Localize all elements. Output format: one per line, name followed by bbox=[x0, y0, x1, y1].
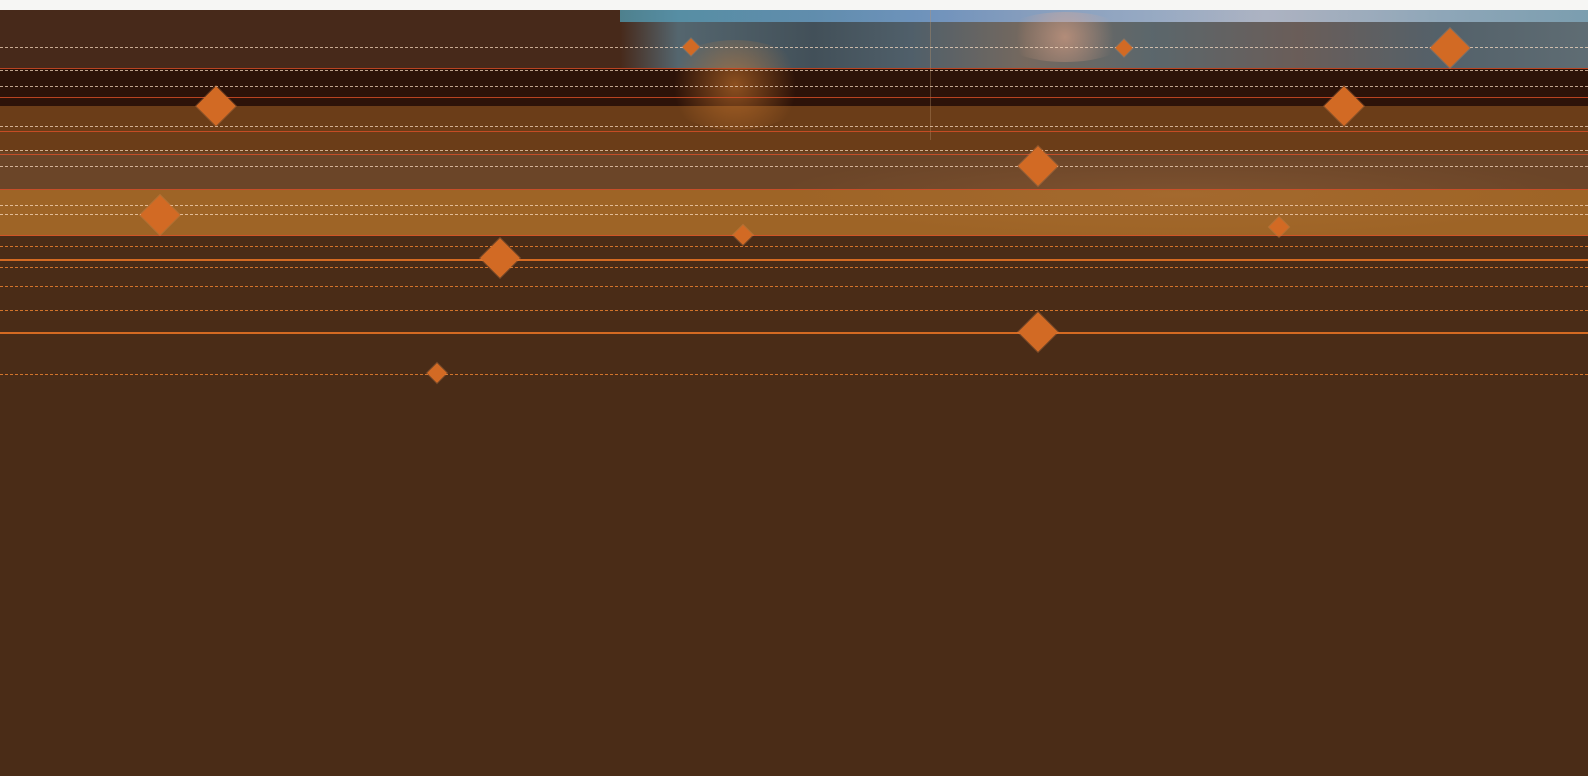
solid-orange-line bbox=[0, 332, 1588, 334]
amber-band bbox=[0, 106, 1588, 152]
mid-band bbox=[0, 152, 1588, 190]
dashed-orange-line bbox=[0, 374, 1588, 375]
lower-band bbox=[0, 236, 1588, 776]
dashed-orange-line bbox=[0, 267, 1588, 268]
solid-orange-line bbox=[0, 259, 1588, 261]
dashed-guide-line bbox=[0, 86, 1588, 87]
glow-highlight bbox=[1000, 12, 1130, 62]
dashed-guide-line bbox=[0, 205, 1588, 206]
light-orange-band bbox=[0, 190, 1588, 236]
solid-guide-line bbox=[0, 97, 1588, 98]
solid-guide-line bbox=[0, 235, 1588, 236]
solid-guide-line bbox=[0, 189, 1588, 190]
vertical-divider bbox=[930, 10, 931, 140]
solid-guide-line bbox=[0, 131, 1588, 132]
dashed-orange-line bbox=[0, 286, 1588, 287]
solid-guide-line bbox=[0, 154, 1588, 155]
glow-highlight bbox=[660, 40, 810, 130]
solid-guide-line bbox=[0, 68, 1588, 69]
dashed-guide-line bbox=[0, 150, 1588, 151]
dashed-orange-line bbox=[0, 310, 1588, 311]
top-edge bbox=[0, 0, 1588, 10]
dashed-guide-line bbox=[0, 166, 1588, 167]
dashed-guide-line bbox=[0, 47, 1588, 48]
dashed-guide-line bbox=[0, 126, 1588, 127]
dashed-guide-line bbox=[0, 214, 1588, 215]
glow-highlight bbox=[770, 150, 1588, 240]
dashed-guide-line bbox=[0, 70, 1588, 71]
dashed-orange-line bbox=[0, 246, 1588, 247]
